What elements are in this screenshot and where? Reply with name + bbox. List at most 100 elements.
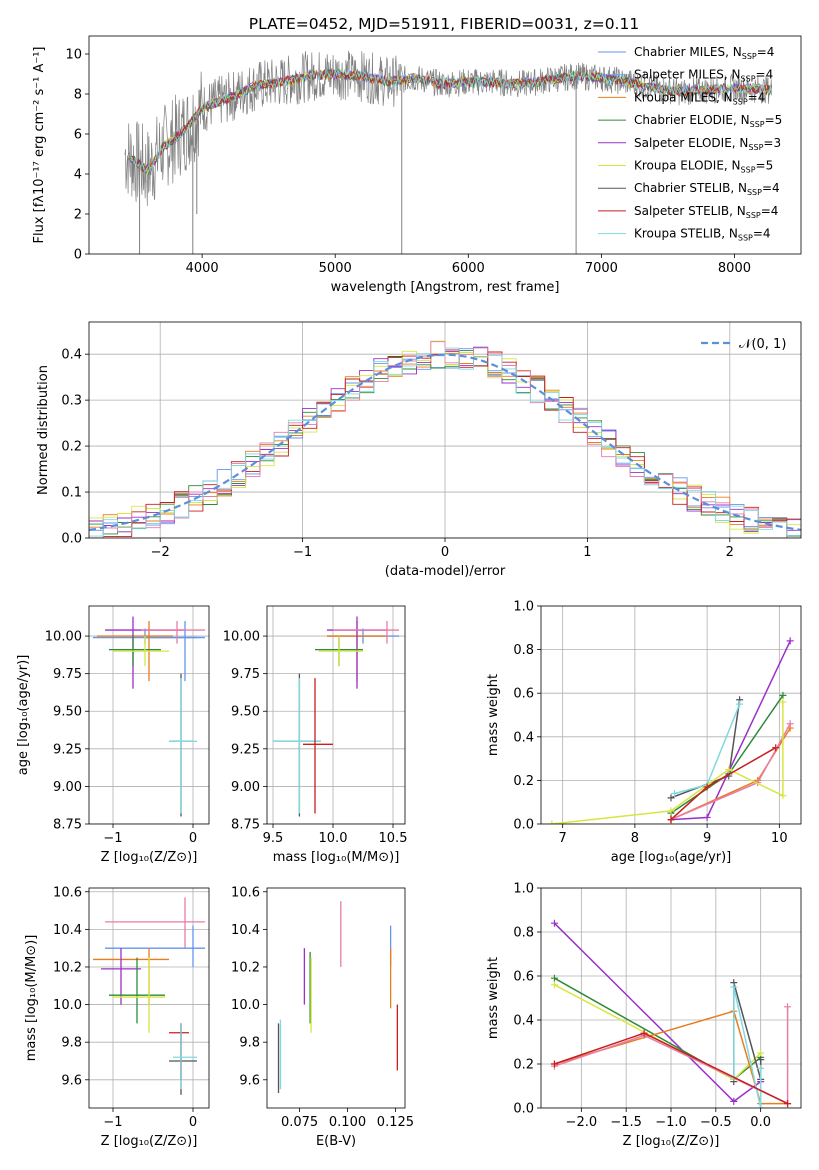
- spectrum-panel: [85, 35, 802, 258]
- y-tick-label: 0.3: [61, 394, 82, 409]
- x-tick-label: −2.0: [566, 1115, 598, 1130]
- mass-weight-line: [670, 699, 741, 799]
- x-tick-label: 0: [189, 1115, 197, 1130]
- legend-entry: 𝒩(0, 1): [739, 337, 786, 352]
- y-tick-label: 0.8: [513, 643, 534, 658]
- mass-weight-point: [550, 919, 558, 927]
- legend-entry: Salpeter MILES, NSSP=4: [634, 68, 773, 84]
- y-tick-label: 9.8: [239, 1036, 260, 1051]
- y-tick-label: 0.4: [513, 730, 534, 745]
- age_vs_Z-ylabel: age [log₁₀(age/yr)]: [16, 655, 31, 776]
- mass-weight-point: [757, 1104, 765, 1108]
- mass-weight-point: [730, 1097, 738, 1105]
- y-tick-label: 8.75: [53, 818, 82, 833]
- age_vs_mass-panel: [263, 605, 406, 828]
- x-tick-label: −1: [293, 545, 312, 560]
- x-tick-label: 10.5: [379, 831, 408, 846]
- y-tick-label: 0.6: [513, 687, 534, 702]
- mass-weight-point: [757, 1049, 765, 1057]
- y-tick-label: 2: [74, 208, 82, 223]
- x-tick-label: −1: [103, 1115, 122, 1130]
- legend-entry: Chabrier MILES, NSSP=4: [634, 45, 774, 61]
- mass-weight-point: [667, 816, 675, 824]
- mass-weight-point: [779, 698, 787, 706]
- y-tick-label: 0.0: [513, 818, 534, 833]
- x-tick-label: 8: [631, 831, 639, 846]
- x-tick-label: −2: [151, 545, 170, 560]
- x-tick-label: 5000: [319, 261, 352, 276]
- x-tick-label: −1.0: [655, 1115, 687, 1130]
- axes-frame: [88, 605, 210, 825]
- y-tick-label: 4: [74, 168, 82, 183]
- mass-weight-point: [730, 983, 738, 991]
- mass_vs_Z-xlabel: Z [log₁₀(Z/Z⊙)]: [101, 1134, 198, 1149]
- mass_vs_Z-panel: [85, 887, 210, 1112]
- residual_histogram-xlabel: (data-model)/error: [385, 564, 506, 579]
- x-tick-label: 0.075: [281, 1115, 318, 1130]
- y-tick-label: 0.2: [61, 440, 82, 455]
- mass-weight-point: [757, 1064, 765, 1072]
- y-tick-label: 10.2: [53, 960, 82, 975]
- y-tick-label: 0.0: [513, 1102, 534, 1117]
- y-tick-label: 0.6: [513, 970, 534, 985]
- y-tick-label: 6: [74, 128, 82, 143]
- mass-weight-point: [772, 744, 780, 752]
- x-tick-label: 10: [771, 831, 788, 846]
- residual_histogram-ylabel: Normed distribution: [36, 365, 51, 495]
- x-tick-label: 8000: [718, 261, 751, 276]
- y-tick-label: 9.00: [53, 780, 82, 795]
- axes-frame: [88, 887, 210, 1109]
- massweight_vs_age-panel: [537, 605, 802, 828]
- mass-weight-line: [733, 986, 762, 1108]
- age_vs_Z-plot-area: [89, 606, 209, 824]
- x-tick-label: 0.0: [750, 1115, 771, 1130]
- y-tick-label: 9.6: [61, 1073, 82, 1088]
- mass-weight-point: [550, 974, 558, 982]
- x-tick-label: 10.0: [319, 831, 348, 846]
- y-tick-label: 9.75: [231, 667, 260, 682]
- age_vs_Z-xlabel: Z [log₁₀(Z/Z⊙)]: [101, 850, 198, 865]
- y-tick-label: 0.0: [61, 532, 82, 547]
- spectrum-model-line: [128, 68, 773, 173]
- y-tick-label: 10.4: [231, 923, 260, 938]
- mass-weight-point: [779, 792, 787, 800]
- figure-title: PLATE=0452, MJD=51911, FIBERID=0031, z=0…: [249, 15, 639, 33]
- mass_vs_ebv-panel: [263, 887, 406, 1112]
- gaussian-curve: [89, 353, 801, 531]
- mass-weight-point: [784, 1100, 792, 1108]
- y-tick-label: 9.6: [239, 1073, 260, 1088]
- mass-weight-point: [703, 783, 711, 791]
- y-tick-label: 9.25: [53, 742, 82, 757]
- y-tick-label: 1.0: [513, 600, 534, 615]
- mass-weight-point: [786, 720, 794, 728]
- mass-weight-point: [757, 1056, 765, 1064]
- x-tick-label: 0: [441, 545, 449, 560]
- massweight_vs_Z-plot-area: [541, 888, 801, 1108]
- y-tick-label: 10.0: [53, 998, 82, 1013]
- mass_vs_ebv-xlabel: E(B-V): [316, 1134, 356, 1149]
- y-tick-label: 9.75: [53, 667, 82, 682]
- y-tick-label: 10.0: [231, 998, 260, 1013]
- y-tick-label: 10.6: [231, 885, 260, 900]
- x-tick-label: 7000: [585, 261, 618, 276]
- mass_vs_Z-ylabel: mass [log₁₀(M/M⊙)]: [24, 935, 39, 1062]
- massweight_vs_Z-xlabel: Z [log₁₀(Z/Z⊙)]: [623, 1134, 720, 1149]
- y-tick-label: 9.50: [53, 705, 82, 720]
- mass-weight-point: [667, 794, 675, 802]
- y-tick-label: 10.6: [53, 885, 82, 900]
- legend-entry: Salpeter STELIB, NSSP=4: [634, 204, 778, 220]
- mass-weight-point: [550, 1060, 558, 1068]
- x-tick-label: 9: [703, 831, 711, 846]
- y-tick-label: 0.4: [513, 1014, 534, 1029]
- y-tick-label: 0.2: [513, 774, 534, 789]
- y-tick-label: 9.25: [231, 742, 260, 757]
- axes-frame: [266, 605, 406, 825]
- mass-weight-point: [548, 820, 556, 824]
- mass-weight-point: [671, 789, 679, 797]
- mass_vs_ebv-plot-area: [277, 901, 398, 1093]
- y-tick-label: 0: [74, 248, 82, 263]
- y-tick-label: 0.2: [513, 1058, 534, 1073]
- y-tick-label: 10.00: [223, 630, 260, 645]
- residual_histogram-plot-area: [89, 322, 801, 538]
